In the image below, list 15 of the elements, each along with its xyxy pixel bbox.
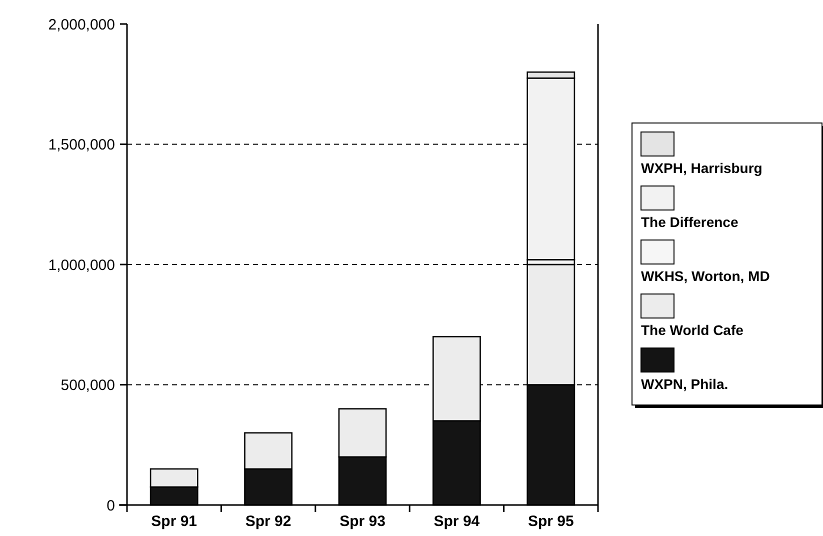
x-tick-label: Spr 92 <box>245 513 292 530</box>
x-tick-label: Spr 93 <box>340 513 386 530</box>
x-tick-label: Spr 91 <box>151 513 198 530</box>
y-tick-label: 1,000,000 <box>48 256 115 274</box>
y-tick-label: 0 <box>106 497 115 514</box>
legend-label: WKHS, Worton, MD <box>641 268 770 284</box>
legend-label: WXPN, Phila. <box>641 376 728 392</box>
legend-label: The World Cafe <box>641 322 744 338</box>
y-tick-label: 500,000 <box>60 377 115 394</box>
legend-label: WXPH, Harrisburg <box>641 160 762 176</box>
x-tick-label: Spr 94 <box>434 513 480 530</box>
x-tick-label: Spr 95 <box>528 513 574 530</box>
legend-label: The Difference <box>641 214 738 230</box>
y-tick-label: 2,000,000 <box>48 16 115 34</box>
y-tick-label: 1,500,000 <box>48 136 115 154</box>
